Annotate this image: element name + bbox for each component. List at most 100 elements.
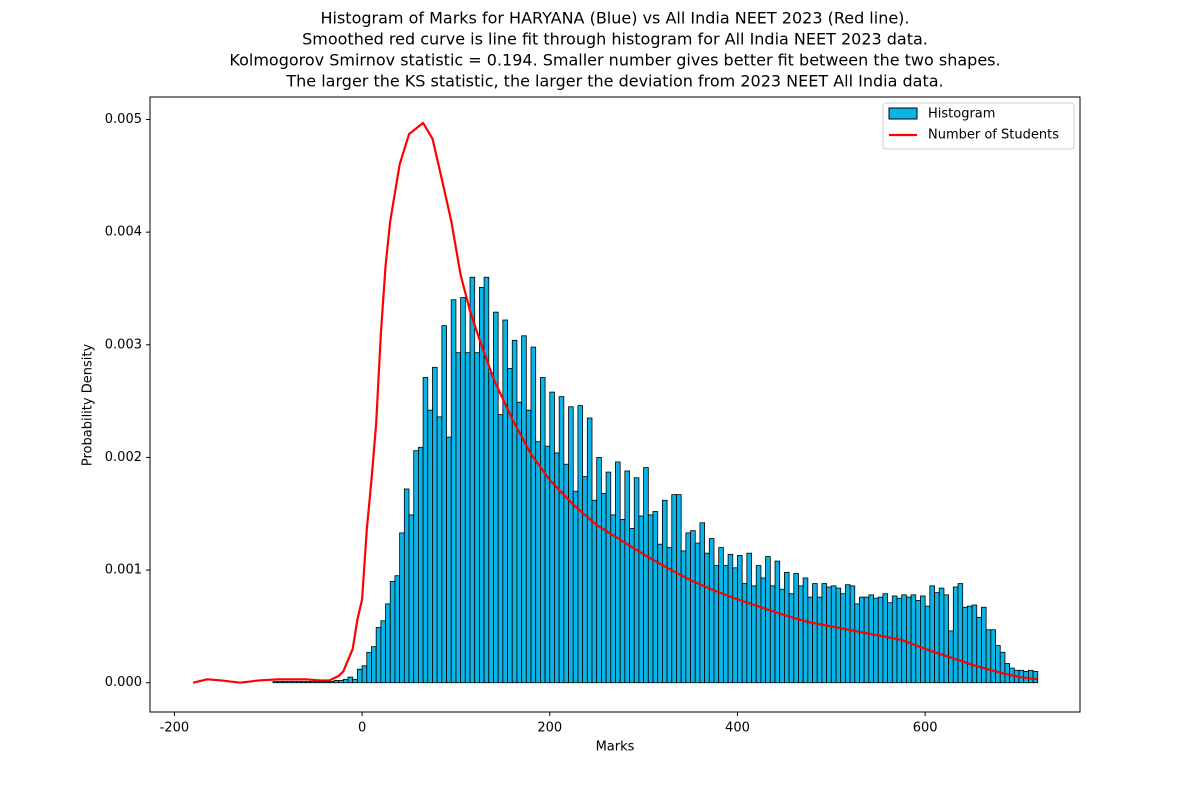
histogram-bar bbox=[774, 560, 781, 684]
histogram-bar bbox=[347, 676, 354, 684]
histogram-bar bbox=[849, 585, 856, 684]
x-tick-label: 200 bbox=[537, 721, 562, 736]
histogram-bar bbox=[610, 514, 616, 684]
histogram-bar bbox=[497, 414, 504, 684]
histogram-bar bbox=[708, 538, 715, 684]
histogram-bar bbox=[619, 518, 626, 684]
histogram-bar bbox=[436, 416, 443, 684]
histogram-bar bbox=[488, 372, 494, 684]
histogram-bar bbox=[535, 441, 541, 684]
histogram-bar bbox=[718, 547, 724, 684]
histogram-bar bbox=[464, 352, 471, 684]
histogram-bar bbox=[859, 596, 865, 684]
histogram-bar bbox=[371, 646, 377, 684]
histogram-bar bbox=[661, 499, 668, 684]
y-tick-label: 0.003 bbox=[105, 337, 142, 352]
histogram-bar bbox=[652, 511, 659, 684]
histogram-bar bbox=[929, 585, 935, 684]
histogram-bar bbox=[408, 514, 415, 684]
histogram-bar bbox=[356, 668, 363, 684]
histogram-bar bbox=[394, 575, 401, 684]
histogram-bar bbox=[474, 352, 480, 684]
histogram-bar bbox=[676, 494, 682, 684]
histogram-bar bbox=[990, 629, 996, 684]
histogram-bar bbox=[366, 651, 372, 684]
histogram-bar bbox=[713, 565, 720, 684]
histogram-bar bbox=[798, 585, 804, 684]
histogram-bar bbox=[647, 514, 654, 684]
histogram-bar bbox=[957, 583, 964, 684]
histogram-bar bbox=[483, 276, 490, 684]
histogram-bar bbox=[643, 467, 649, 684]
histogram-bar bbox=[638, 515, 645, 684]
histogram-bar bbox=[901, 594, 907, 684]
histogram-bar bbox=[629, 528, 635, 684]
line bbox=[192, 121, 1038, 684]
histogram-bar bbox=[671, 494, 677, 684]
y-tick-label: 0.002 bbox=[105, 450, 142, 465]
histogram-bar bbox=[324, 681, 330, 684]
y-axis-label: Probability Density bbox=[81, 344, 96, 467]
histogram-bar bbox=[765, 556, 771, 684]
histogram-bar bbox=[413, 450, 419, 684]
histogram-bar bbox=[915, 600, 921, 684]
axes-frame bbox=[149, 96, 1081, 713]
histogram-bar bbox=[361, 665, 368, 684]
histogram-bar bbox=[502, 319, 508, 684]
histogram-bar bbox=[844, 584, 851, 684]
histogram-bar bbox=[544, 445, 551, 684]
histogram-bar bbox=[722, 565, 729, 684]
histogram-bar bbox=[821, 583, 828, 684]
legend-label: Number of Students bbox=[928, 128, 1059, 143]
histogram-bar bbox=[352, 678, 358, 684]
x-axis-label: Marks bbox=[596, 740, 635, 755]
histogram-bar bbox=[319, 681, 325, 684]
histogram-bar bbox=[333, 680, 340, 684]
chart-title: Smoothed red curve is line fit through h… bbox=[302, 30, 928, 49]
legend-box bbox=[882, 102, 1075, 150]
histogram-bar bbox=[281, 681, 288, 684]
histogram-bar bbox=[905, 596, 912, 684]
histogram-bar bbox=[999, 651, 1006, 684]
histogram-bar bbox=[868, 594, 874, 684]
histogram-bar bbox=[469, 276, 476, 684]
histogram-bar bbox=[877, 596, 884, 684]
histogram-bar bbox=[600, 493, 607, 684]
histogram-bar bbox=[305, 681, 311, 684]
histogram-bar bbox=[432, 366, 438, 684]
histogram-bar bbox=[568, 406, 574, 684]
histogram-bar bbox=[1027, 669, 1034, 684]
histogram-bar bbox=[952, 586, 959, 684]
histogram-bar bbox=[793, 573, 799, 684]
histogram-bar bbox=[295, 681, 302, 684]
x-tick-label: 400 bbox=[725, 721, 750, 736]
histogram-bar bbox=[727, 553, 734, 684]
histogram-bar bbox=[882, 593, 889, 684]
x-tick-label: -200 bbox=[160, 721, 190, 736]
histogram-bar bbox=[633, 477, 640, 684]
histogram-bar bbox=[680, 550, 687, 684]
histogram-bar bbox=[760, 577, 767, 684]
histogram-bar bbox=[605, 471, 612, 684]
histogram-bar bbox=[493, 311, 499, 684]
histogram-bar bbox=[624, 470, 630, 684]
histogram-bar bbox=[446, 436, 452, 684]
histogram-bar bbox=[539, 377, 546, 684]
histogram-bar bbox=[530, 346, 537, 684]
y-tick-label: 0.005 bbox=[105, 112, 142, 127]
histogram-bar bbox=[310, 681, 316, 684]
chart-title: Kolmogorov Smirnov statistic = 0.194. Sm… bbox=[229, 51, 1000, 70]
histogram-bar bbox=[558, 396, 565, 684]
histogram-bar bbox=[741, 583, 748, 684]
histogram-bar bbox=[788, 593, 795, 684]
legend-swatch bbox=[888, 107, 918, 120]
histogram-bar bbox=[399, 532, 405, 684]
histogram-bar bbox=[286, 681, 293, 684]
histogram-bar bbox=[976, 616, 982, 684]
histogram-bar bbox=[300, 681, 307, 684]
histogram-bar bbox=[783, 571, 790, 684]
y-tick-label: 0.004 bbox=[105, 225, 142, 240]
histogram-bar bbox=[854, 603, 860, 684]
histogram-bar bbox=[521, 335, 527, 684]
